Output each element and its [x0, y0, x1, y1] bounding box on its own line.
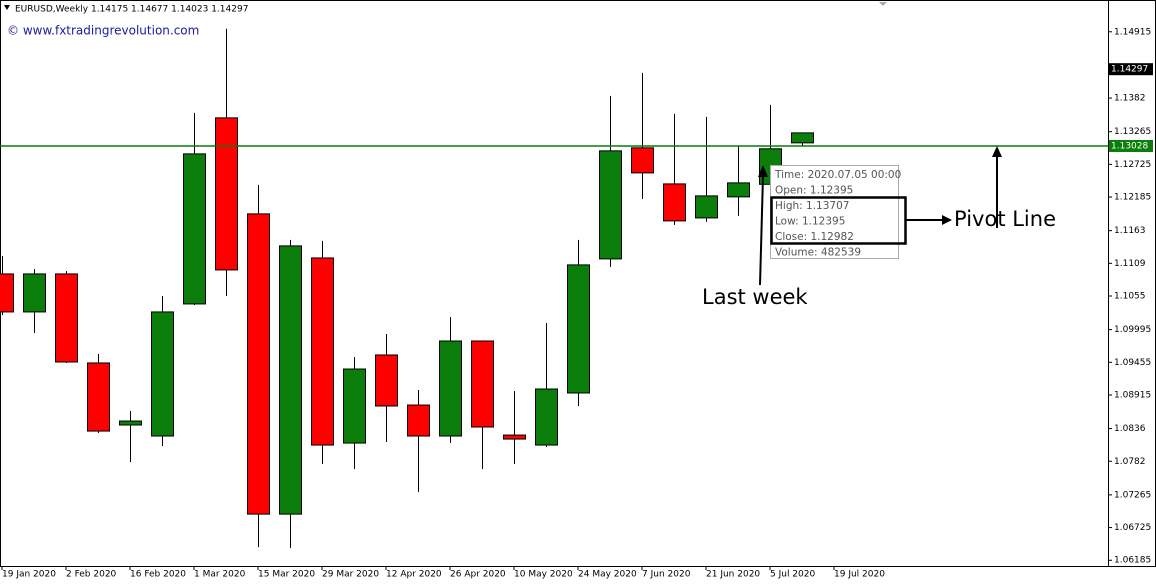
y-tick-label: 1.13265	[1114, 127, 1151, 137]
tooltip-line: Low: 1.12395	[775, 216, 845, 228]
candle-body	[215, 117, 238, 271]
tooltip-line: Close: 1.12982	[775, 231, 854, 243]
candle-body	[599, 150, 622, 260]
x-tick-label: 26 Apr 2020	[450, 570, 506, 580]
candle-body	[247, 213, 270, 515]
arrowhead	[992, 146, 1002, 157]
x-tick-label: 19 Jan 2020	[2, 570, 56, 580]
arrow	[759, 175, 764, 286]
candle-body	[663, 183, 686, 222]
plot-frame	[0, 0, 1109, 567]
candle-body	[183, 153, 206, 305]
scroll-marker	[879, 2, 887, 6]
x-tick-label: 16 Feb 2020	[130, 570, 186, 580]
candle-body	[23, 273, 46, 313]
candle-body	[791, 132, 814, 144]
menu-arrow	[4, 5, 10, 10]
candle-body	[311, 257, 334, 446]
y-tick-label: 1.1109	[1114, 259, 1146, 269]
x-tick-label: 21 Jun 2020	[706, 570, 760, 580]
y-tick-label: 1.1382	[1114, 94, 1146, 104]
x-tick-label: 2 Feb 2020	[66, 570, 117, 580]
candle-body	[87, 362, 110, 432]
candle-body	[567, 264, 590, 394]
x-tick-label: 10 May 2020	[514, 570, 573, 580]
y-tick-label: 1.14915	[1114, 27, 1151, 37]
tooltip-line: Volume: 482539	[775, 247, 861, 259]
candle-body	[119, 420, 142, 426]
pivot-price-box	[1109, 140, 1153, 153]
candle-body	[343, 368, 366, 444]
y-tick-label: 1.06185	[1114, 556, 1151, 566]
y-tick-label: 1.12185	[1114, 193, 1151, 203]
arrowhead	[758, 165, 768, 177]
tooltip-line: Time: 2020.07.05 00:00	[774, 169, 901, 181]
candle-body	[535, 388, 558, 446]
watermark: © www.fxtradingrevolution.com	[7, 24, 199, 38]
y-tick-label: 1.1163	[1114, 226, 1146, 236]
candle-body	[151, 311, 174, 437]
x-tick-label: 12 Apr 2020	[386, 570, 442, 580]
arrowhead	[942, 215, 952, 225]
tooltip-line: High: 1.13707	[775, 200, 849, 212]
candle-body	[503, 434, 526, 440]
candle-body	[407, 404, 430, 437]
pivot-price-label: 1.13028	[1111, 142, 1148, 152]
candle-body	[439, 340, 462, 437]
y-tick-label: 1.0836	[1114, 424, 1146, 434]
pivot-annotation: Pivot Line	[954, 207, 1056, 231]
current-price-label: 1.14297	[1111, 65, 1148, 75]
x-tick-label: 15 Mar 2020	[258, 570, 315, 580]
candle-body	[0, 273, 14, 313]
x-tick-label: 19 Jul 2020	[834, 570, 885, 580]
x-tick-label: 24 May 2020	[578, 570, 637, 580]
candle-body	[471, 340, 494, 428]
y-tick-label: 1.08915	[1114, 390, 1151, 400]
y-tick-label: 1.09455	[1114, 358, 1151, 368]
candle-body	[631, 147, 654, 174]
x-tick-label: 5 Jul 2020	[770, 570, 815, 580]
candle-body	[695, 195, 718, 219]
overlay: Pivot Line Last week Time: 2020.07.05 00…	[702, 146, 1056, 309]
y-tick-label: 1.12725	[1114, 160, 1151, 170]
current-price-box	[1109, 63, 1153, 76]
tooltip-line: Open: 1.12395	[775, 185, 853, 197]
x-tick-label: 29 Mar 2020	[322, 570, 379, 580]
candle-body	[279, 245, 302, 515]
y-tick-label: 1.09995	[1114, 325, 1151, 335]
y-tick-label: 1.06725	[1114, 523, 1151, 533]
price-axis	[1108, 0, 1156, 567]
x-tick-label: 7 Jun 2020	[642, 570, 691, 580]
chart-title: EURUSD,Weekly 1.14175 1.14677 1.14023 1.…	[15, 5, 248, 15]
highlight-box	[770, 196, 907, 245]
x-tick-label: 1 Mar 2020	[194, 570, 246, 580]
y-tick-label: 1.07265	[1114, 490, 1151, 500]
y-tick-label: 1.0782	[1114, 457, 1146, 467]
candle-body	[727, 182, 750, 198]
candle-body	[375, 354, 398, 407]
candle-body	[55, 273, 78, 363]
y-tick-label: 1.1055	[1114, 292, 1146, 302]
last-week-annotation: Last week	[702, 285, 808, 309]
